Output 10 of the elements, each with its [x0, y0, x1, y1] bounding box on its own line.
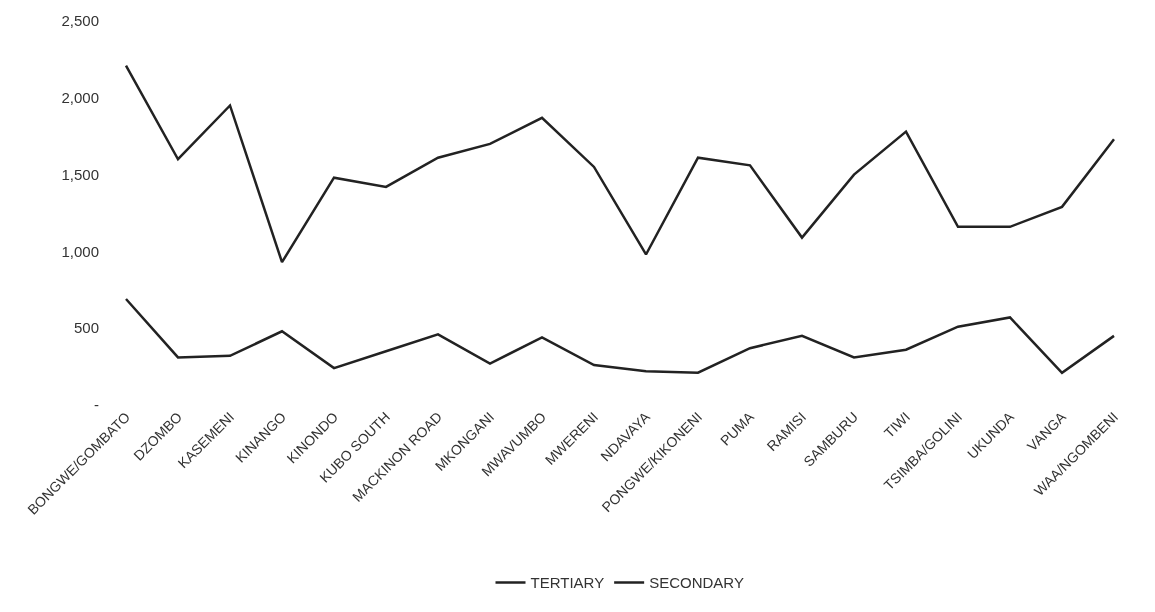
y-tick-label: 500: [73, 319, 99, 337]
y-tick-label: 2,500: [61, 12, 99, 30]
legend-label: SECONDARY: [649, 574, 744, 592]
y-tick-label: 2,000: [61, 89, 99, 107]
line-series: [124, 297, 1116, 374]
y-tick-label: 1,500: [61, 165, 99, 183]
line-series: [124, 64, 1116, 264]
y-tick-label: 1,000: [61, 242, 99, 260]
y-tick-label: -: [94, 396, 99, 414]
legend-label: TERTIARY: [530, 574, 605, 592]
